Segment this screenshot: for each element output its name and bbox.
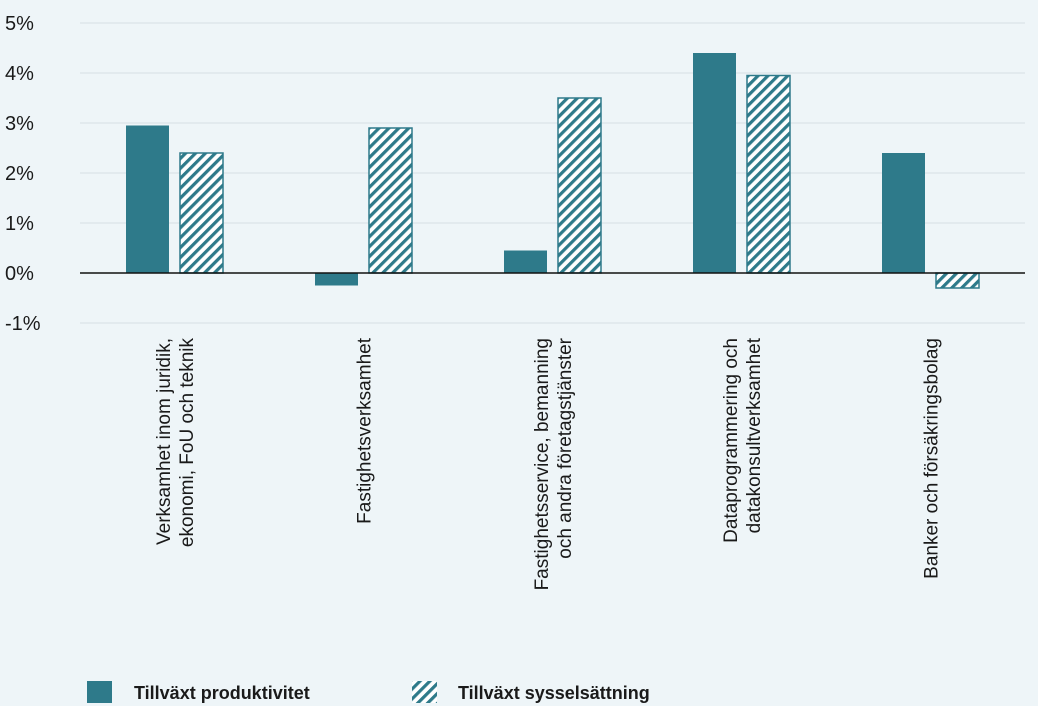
category-label: ekonomi, FoU och teknik <box>177 338 198 548</box>
category-label: och andra företagstjänster <box>555 337 576 558</box>
bar-productivity <box>315 273 358 286</box>
legend-label: Tillväxt produktivitet <box>134 683 310 703</box>
bar-employment <box>179 152 224 274</box>
bar-productivity <box>126 125 169 273</box>
y-tick-label: 1% <box>5 213 34 235</box>
y-tick-label: 4% <box>5 63 34 85</box>
category-label: datakonsultverksamhet <box>744 337 765 533</box>
bar-productivity <box>693 53 736 273</box>
category-label: Fastighetsservice, bemanning <box>532 338 553 590</box>
bar-employment <box>368 127 413 274</box>
category-label: Fastighetsverksamhet <box>355 337 376 524</box>
bars <box>126 53 980 289</box>
category-label: Banker och försäkringsbolag <box>922 338 943 579</box>
bar-employment <box>935 272 980 289</box>
gridlines <box>80 22 1025 324</box>
legend: Tillväxt produktivitet Tillväxt sysselsät… <box>87 681 650 703</box>
bar-productivity <box>882 153 925 273</box>
category-label: Dataprogrammering och <box>721 338 742 543</box>
bar-employment <box>746 74 791 274</box>
legend-swatch-employment <box>412 681 437 703</box>
y-tick-label: 2% <box>5 163 34 185</box>
bar-productivity <box>504 250 547 273</box>
bar-employment <box>557 97 602 274</box>
y-tick-label: 5% <box>5 13 34 35</box>
category-label: Verksamhet inom juridik, <box>154 338 175 545</box>
y-tick-label: 0% <box>5 263 34 285</box>
y-axis-ticks: 5% 4% 3% 2% 1% 0% -1% <box>5 13 41 335</box>
y-tick-label: -1% <box>5 313 41 335</box>
y-tick-label: 3% <box>5 113 34 135</box>
category-labels: Verksamhet inom juridik, ekonomi, FoU och… <box>154 337 943 590</box>
legend-swatch-productivity <box>87 681 112 703</box>
legend-label: Tillväxt sysselsättning <box>458 683 650 703</box>
